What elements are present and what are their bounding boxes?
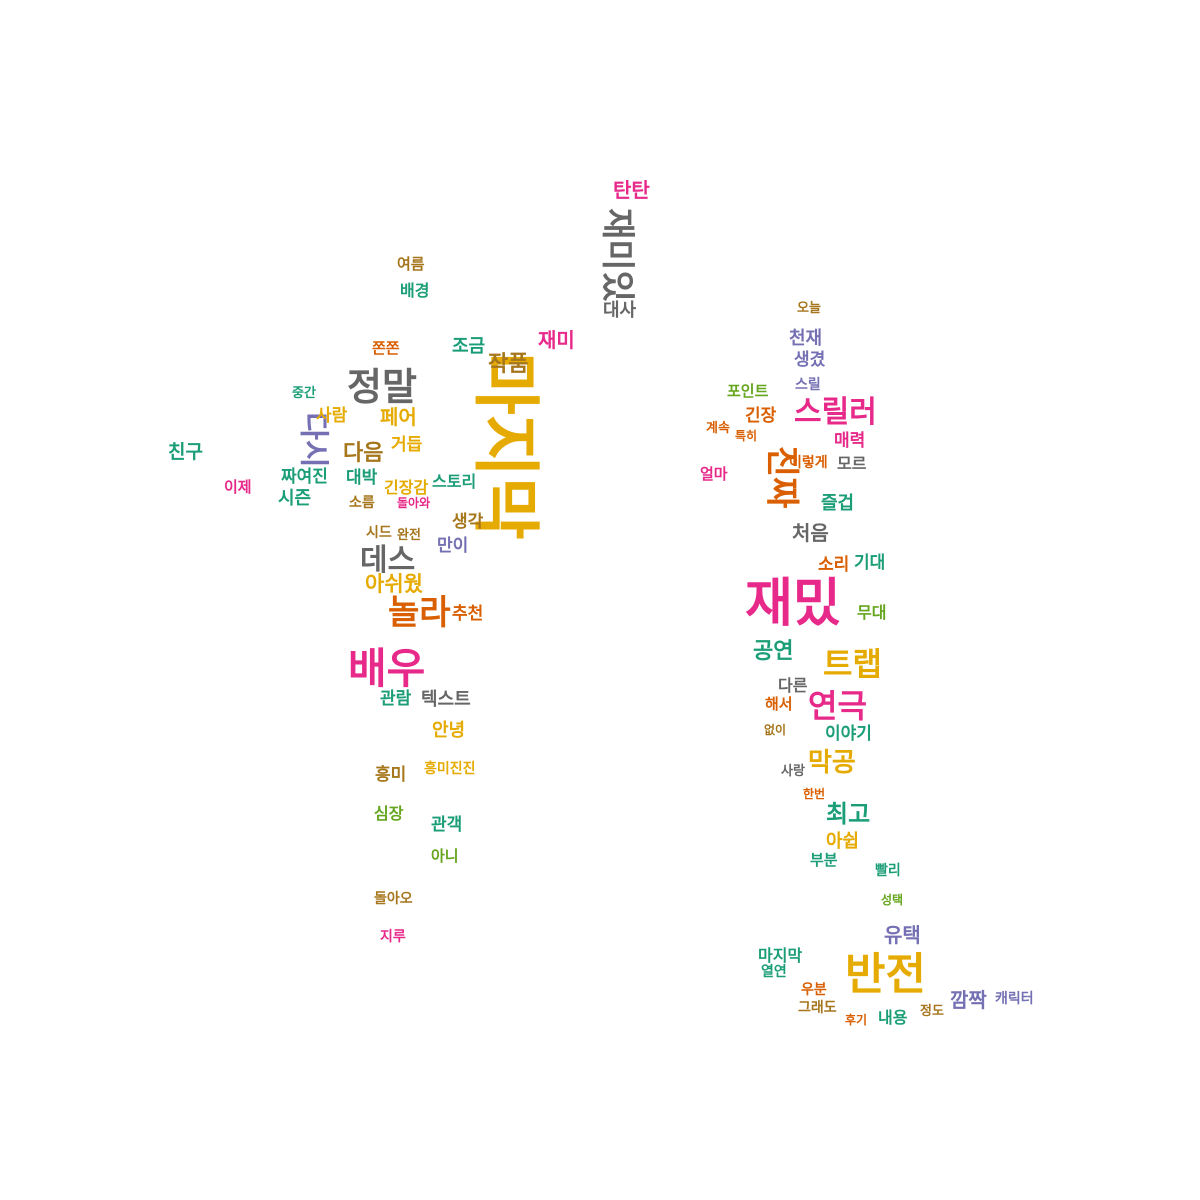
word: 이제 — [224, 478, 252, 496]
word: 배경 — [400, 281, 430, 300]
word: 이렇게 — [789, 455, 828, 471]
word: 완전 — [397, 528, 421, 543]
word: 소리 — [818, 555, 850, 575]
word: 정도 — [920, 1004, 944, 1019]
word: 빨리 — [875, 863, 901, 879]
word: 공연 — [753, 639, 794, 664]
word: 천재 — [789, 328, 823, 349]
word: 한번 — [803, 787, 826, 801]
word: 스토리 — [432, 472, 477, 491]
word: 페어 — [380, 405, 417, 429]
word: 안녕 — [432, 720, 466, 741]
word: 우분 — [801, 982, 827, 998]
word: 생겼 — [794, 350, 826, 370]
word: 사람 — [316, 406, 348, 426]
word: 재밌 — [745, 574, 841, 634]
word: 계속 — [706, 421, 730, 436]
word: 다음 — [343, 441, 384, 466]
word: 오늘 — [797, 301, 821, 316]
word: 중간 — [292, 386, 316, 401]
word: 여름 — [397, 255, 425, 273]
word: 해서 — [765, 695, 793, 713]
word: 처음 — [792, 521, 829, 545]
word: 짜여진 — [281, 467, 328, 487]
word: 정말 — [347, 365, 417, 409]
word: 작품 — [488, 352, 529, 377]
word: 기대 — [854, 553, 886, 573]
word: 배우 — [348, 644, 426, 693]
word: 긴장 — [745, 406, 777, 426]
word: 포인트 — [727, 382, 769, 400]
word: 연극 — [808, 687, 867, 725]
word: 성택 — [881, 893, 904, 907]
word: 지루 — [380, 929, 406, 945]
word: 흥미 — [375, 765, 407, 785]
word: 탄탄 — [613, 178, 650, 202]
word: 즐겁 — [821, 493, 855, 514]
word: 아쉽 — [826, 831, 860, 852]
word: 데스 — [360, 543, 416, 578]
word: 내용 — [878, 1008, 908, 1027]
word: 사랑 — [781, 764, 805, 779]
word: 무대 — [857, 603, 887, 622]
word: 재미있 — [596, 208, 637, 302]
word: 매력 — [834, 431, 866, 451]
word: 특히 — [735, 429, 758, 443]
word: 얼마 — [700, 465, 728, 483]
word: 유택 — [884, 923, 921, 947]
word: 시드 — [366, 525, 392, 541]
word: 소름 — [349, 495, 375, 511]
word: 심장 — [374, 804, 404, 823]
word: 시즌 — [278, 488, 312, 509]
word: 마지막 — [758, 946, 803, 965]
word: 텍스트 — [421, 689, 471, 710]
word: 거듭 — [391, 435, 423, 455]
word: 최고 — [826, 800, 871, 828]
word: 대사 — [603, 300, 637, 321]
word: 트랩 — [823, 645, 882, 683]
word: 스릴 — [795, 377, 821, 393]
word: 반전 — [845, 949, 926, 1000]
word: 생각 — [452, 512, 484, 532]
word: 흥미진진 — [424, 761, 476, 777]
word: 다른 — [778, 676, 808, 695]
word: 깜짝 — [950, 988, 987, 1012]
word: 그래도 — [798, 1000, 837, 1016]
word: 후기 — [845, 1013, 868, 1027]
word: 부분 — [810, 851, 838, 869]
word: 돌아오 — [374, 891, 413, 907]
word: 추천 — [452, 604, 484, 624]
word: 없이 — [764, 723, 787, 737]
word: 관객 — [431, 815, 463, 835]
word: 관람 — [380, 689, 412, 709]
word: 만이 — [437, 536, 469, 556]
word: 돌아와 — [397, 496, 431, 510]
word: 스릴러 — [794, 395, 877, 430]
word: 열연 — [761, 964, 787, 980]
word: 모르 — [837, 454, 867, 473]
word: 대박 — [346, 468, 378, 488]
word: 재미 — [538, 328, 575, 352]
word: 놀라 — [388, 593, 451, 633]
word: 아니 — [431, 847, 459, 865]
word: 조금 — [452, 336, 486, 357]
word: 아쉬웠 — [365, 572, 423, 596]
word: 이야기 — [825, 724, 872, 744]
word: 긴장감 — [384, 478, 429, 497]
word: 막공 — [808, 748, 856, 778]
word: 캐릭터 — [995, 991, 1034, 1007]
word: 쫀쫀 — [372, 339, 400, 357]
word: 친구 — [168, 441, 203, 463]
